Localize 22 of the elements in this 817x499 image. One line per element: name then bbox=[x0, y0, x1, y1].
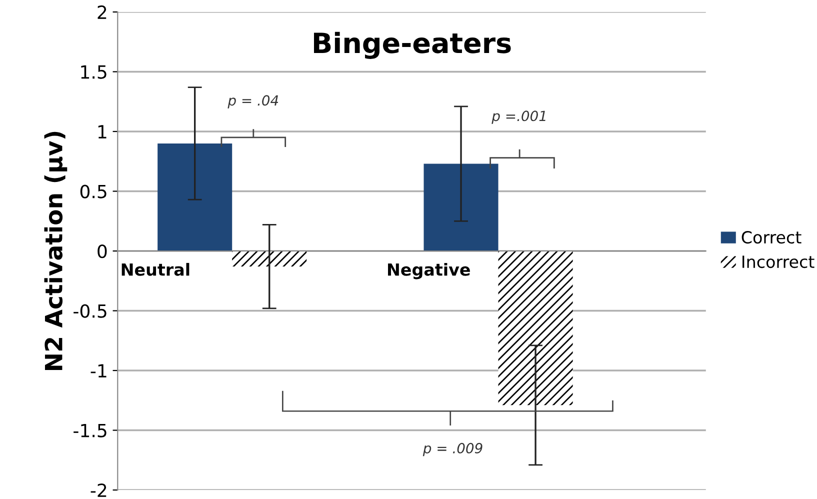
bar bbox=[232, 250, 307, 267]
y-tick-label: -1.5 bbox=[74, 424, 106, 438]
y-tick-label: 1 bbox=[98, 125, 106, 138]
annotation: p = .009 bbox=[422, 442, 482, 456]
y-tick-label: 2 bbox=[98, 5, 106, 19]
y-tick-label: -2 bbox=[90, 483, 106, 497]
x-tick-label: Negative bbox=[388, 262, 470, 280]
y-tick-label: 0.5 bbox=[80, 184, 106, 198]
legend-label: Incorrect bbox=[742, 256, 814, 268]
annotation: p =.001 bbox=[492, 110, 546, 124]
x-tick-label: Neutral bbox=[122, 262, 190, 276]
y-tick-label: 0 bbox=[98, 244, 107, 258]
bar bbox=[424, 164, 498, 251]
y-tick-label: -1 bbox=[90, 364, 106, 378]
legend-label: Correct bbox=[742, 230, 802, 244]
bar bbox=[498, 250, 573, 406]
text: Binge-eaters bbox=[314, 32, 511, 59]
annotation: p = .04 bbox=[228, 95, 278, 108]
bar bbox=[158, 143, 232, 251]
y-tick-label: 1.5 bbox=[81, 65, 106, 79]
y-tick-label: -0.5 bbox=[74, 304, 106, 318]
y-axis-title: N2 Activation (µv) bbox=[44, 132, 68, 370]
